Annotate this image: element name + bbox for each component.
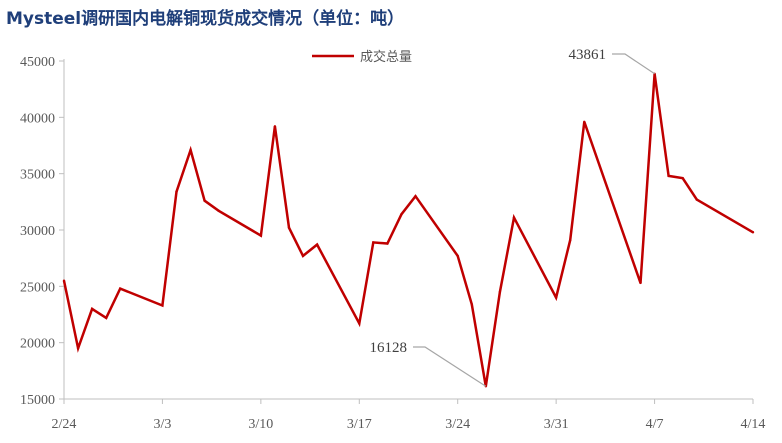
chart-title: Mysteel调研国内电解铜现货成交情况（单位：吨） (6, 9, 405, 29)
data-point (667, 174, 670, 178)
data-point (554, 296, 558, 299)
annotation-label: 43861 (569, 47, 607, 63)
series-line-成交总量 (62, 73, 754, 387)
x-tick-label: 3/31 (544, 417, 569, 432)
annotation-leader-line (612, 53, 655, 75)
data-point (273, 125, 277, 128)
data-point (358, 322, 361, 325)
y-tick-label: 30000 (20, 224, 55, 239)
data-point (372, 241, 375, 244)
data-point (104, 316, 108, 320)
data-point (512, 216, 516, 219)
x-tick-label: 3/10 (248, 417, 273, 432)
data-point (400, 213, 403, 216)
data-point (90, 307, 94, 311)
annotation-label: 16128 (370, 340, 408, 356)
data-point (175, 190, 178, 193)
data-point (217, 209, 220, 213)
data-point (301, 254, 305, 258)
data-point (189, 148, 192, 152)
data-point (287, 226, 291, 229)
y-tick-label: 15000 (20, 393, 55, 408)
data-point (119, 287, 122, 290)
x-tick-label: 3/24 (445, 417, 470, 432)
data-point (76, 347, 80, 350)
data-point (695, 198, 698, 201)
y-tick-label: 35000 (20, 168, 55, 183)
data-point (639, 281, 642, 285)
data-point (203, 199, 206, 202)
x-tick-label: 4/7 (646, 417, 664, 432)
data-point (751, 231, 755, 234)
data-point (386, 242, 389, 245)
legend-label: 成交总量 (360, 49, 412, 65)
y-tick-label: 20000 (20, 337, 55, 352)
data-point (498, 290, 502, 294)
y-tick-label: 25000 (20, 280, 55, 295)
data-point (259, 234, 263, 237)
annotation-leader-line (413, 346, 487, 387)
y-tick-label: 40000 (20, 111, 55, 126)
data-point (414, 195, 417, 198)
data-point (456, 254, 459, 258)
x-tick-label: 3/3 (153, 417, 171, 432)
x-tick-label: 4/14 (741, 417, 766, 432)
data-point (161, 304, 164, 307)
data-point (62, 279, 66, 282)
x-tick-label: 2/24 (52, 417, 77, 432)
y-tick-label: 45000 (20, 55, 55, 70)
x-tick-label: 3/17 (347, 417, 372, 432)
data-point (681, 176, 684, 180)
data-point (583, 120, 586, 124)
data-point (315, 243, 319, 246)
data-point (470, 303, 473, 306)
data-point (569, 238, 572, 242)
